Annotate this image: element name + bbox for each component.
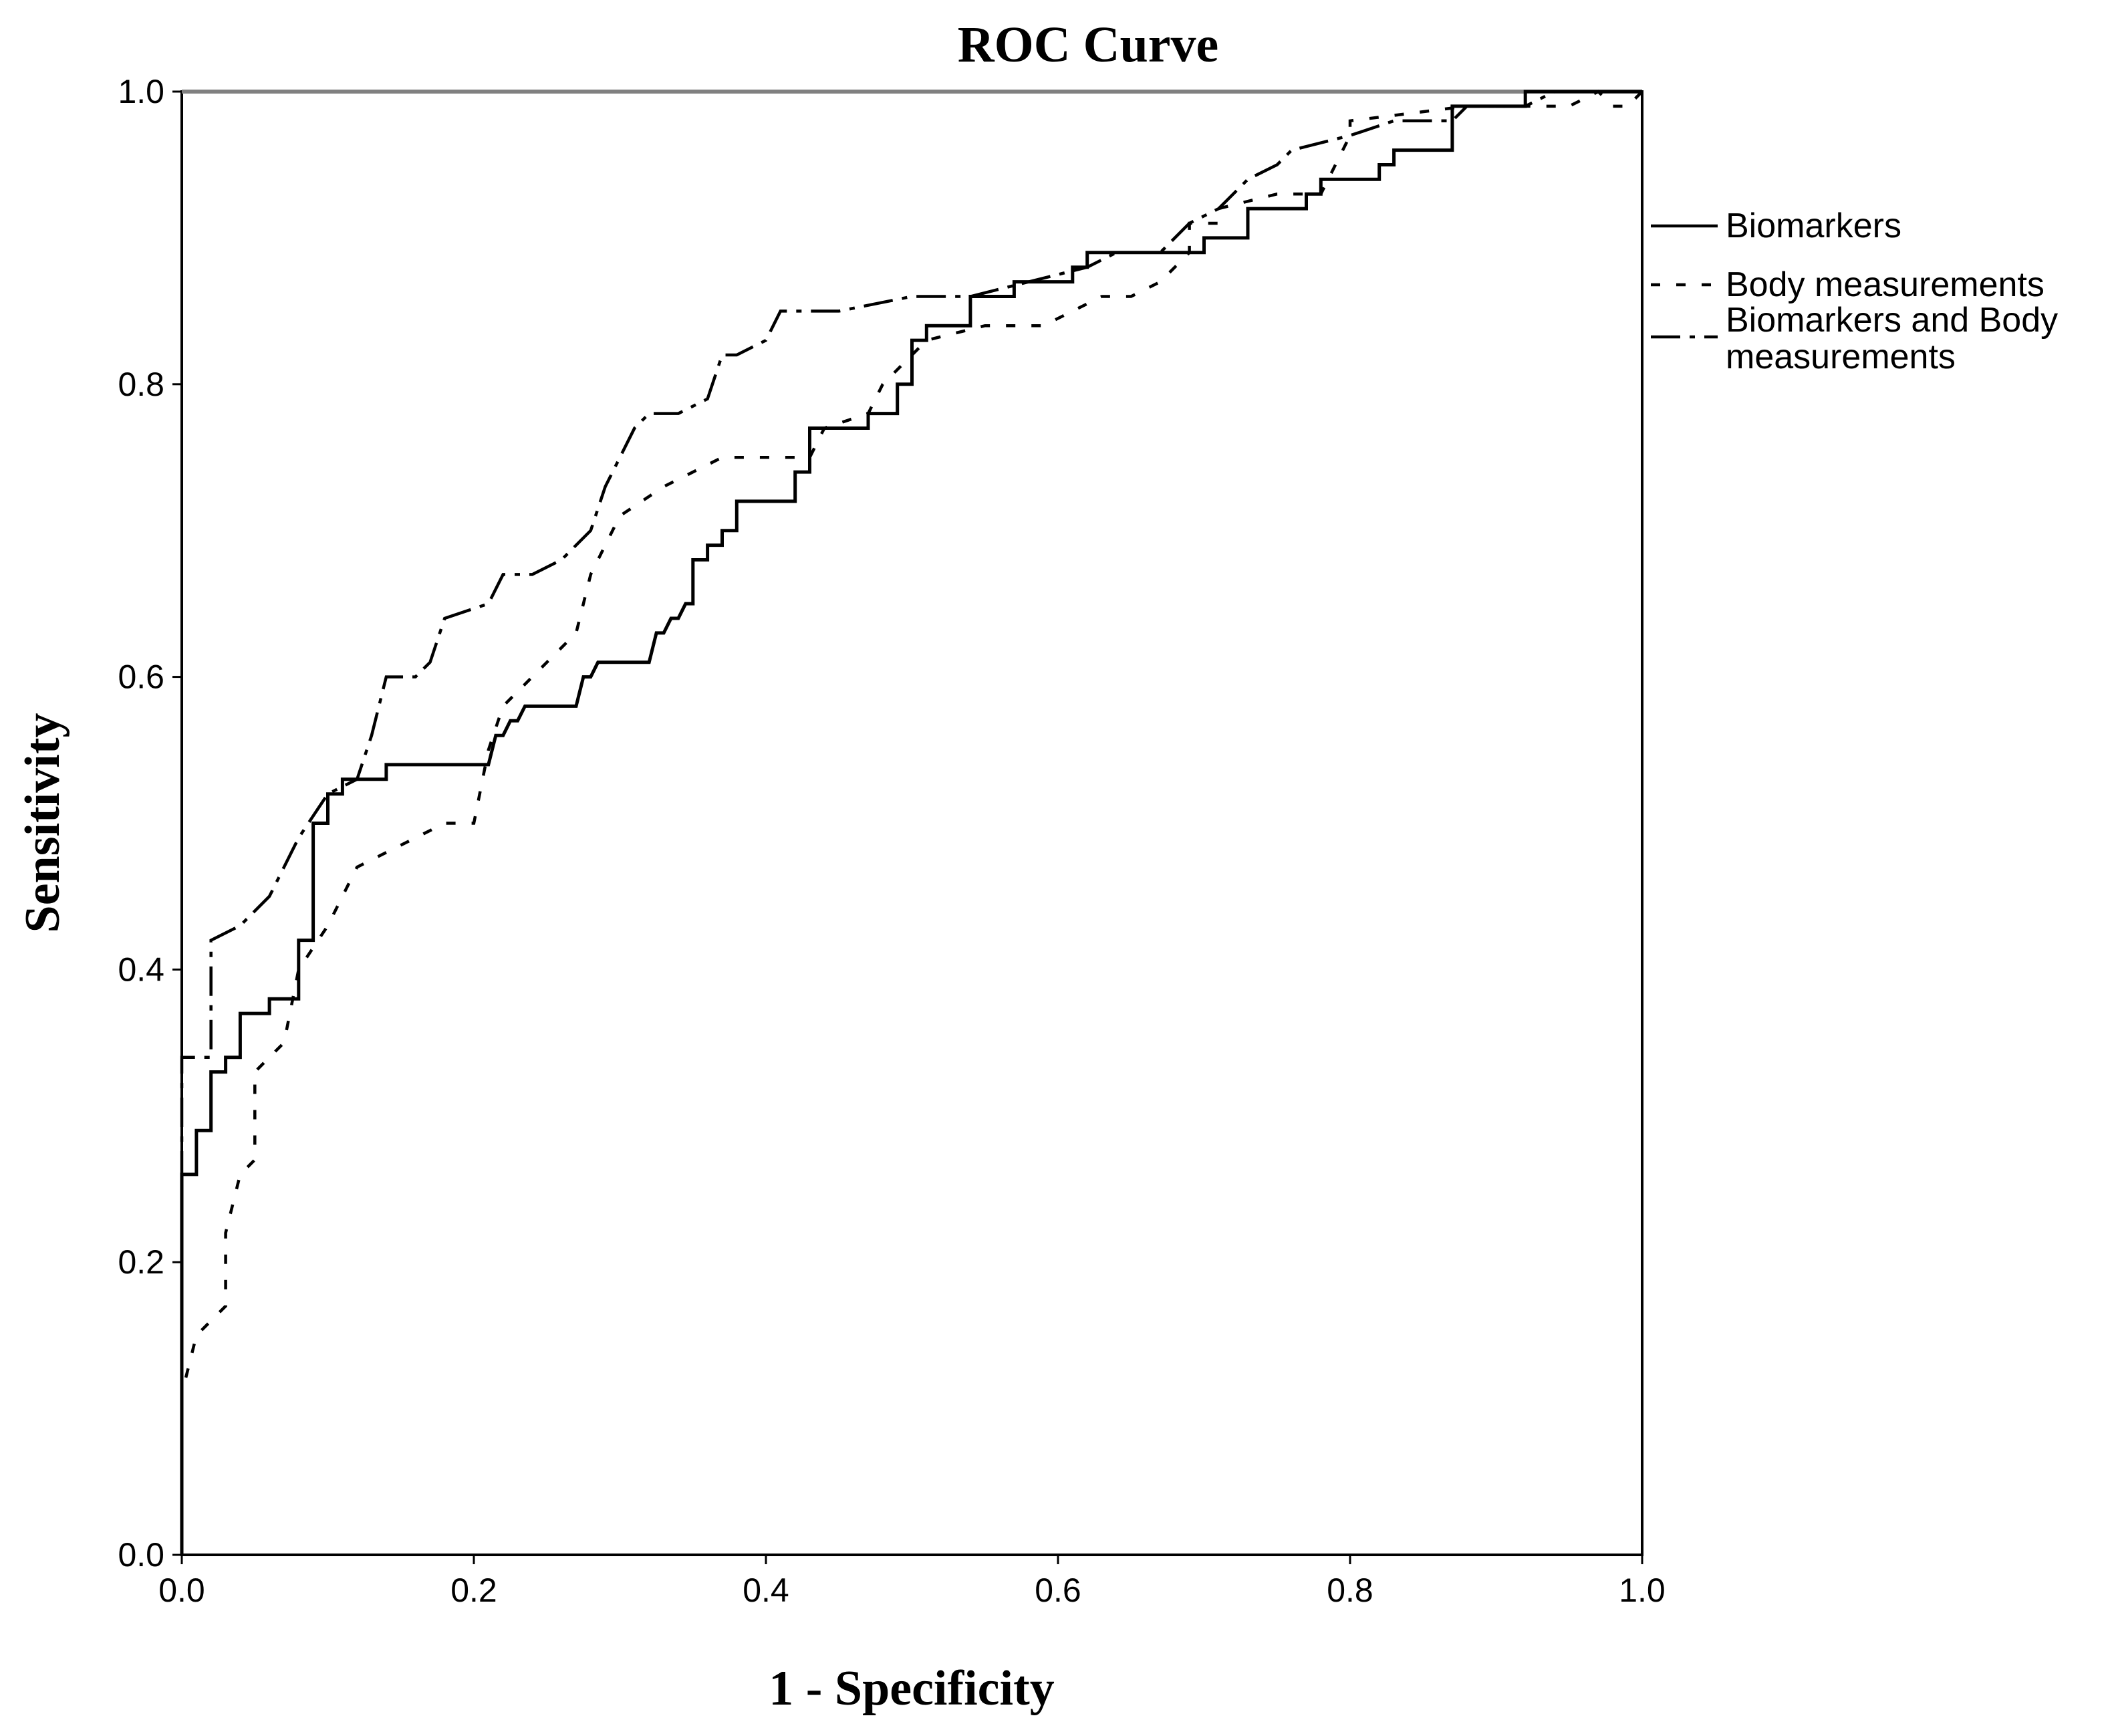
- series-layer: [180, 90, 1643, 1555]
- x-axis-ticks: 0.0 0.2 0.4 0.6 0.8 1.0: [158, 1555, 1666, 1609]
- legend-label: measurements: [1726, 338, 1956, 376]
- legend-label: Biomarkers and Body: [1726, 301, 2058, 340]
- y-tick-label: 0.4: [118, 951, 164, 988]
- plot-area: [180, 90, 1643, 1556]
- series-line-biomarkers: [180, 90, 1642, 1555]
- y-tick-label: 0.2: [118, 1243, 164, 1281]
- y-tick-label: 0.8: [118, 366, 164, 403]
- y-axis-title: Sensitivity: [15, 713, 70, 933]
- x-tick-label: 0.2: [450, 1572, 497, 1609]
- y-tick-label: 1.0: [118, 73, 164, 110]
- x-tick-label: 0.8: [1327, 1572, 1373, 1609]
- x-tick-label: 0.6: [1035, 1572, 1081, 1609]
- series-line-body-measurements: [180, 90, 1643, 1555]
- legend-label: Biomarkers: [1726, 207, 1901, 245]
- x-axis-title: 1 - Specificity: [769, 1661, 1054, 1716]
- chart-title: ROC Curve: [958, 17, 1219, 73]
- y-axis-ticks: 0.0 0.2 0.4 0.6 0.8 1.0: [118, 73, 182, 1574]
- legend-label: Body measurements: [1726, 265, 2044, 304]
- series-line-biomarkers-and-body-measurements: [180, 90, 1642, 1555]
- y-tick-label: 0.0: [118, 1536, 164, 1574]
- x-tick-label: 0.0: [158, 1572, 205, 1609]
- x-tick-label: 1.0: [1619, 1572, 1666, 1609]
- y-tick-label: 0.6: [118, 658, 164, 696]
- x-tick-label: 0.4: [743, 1572, 789, 1609]
